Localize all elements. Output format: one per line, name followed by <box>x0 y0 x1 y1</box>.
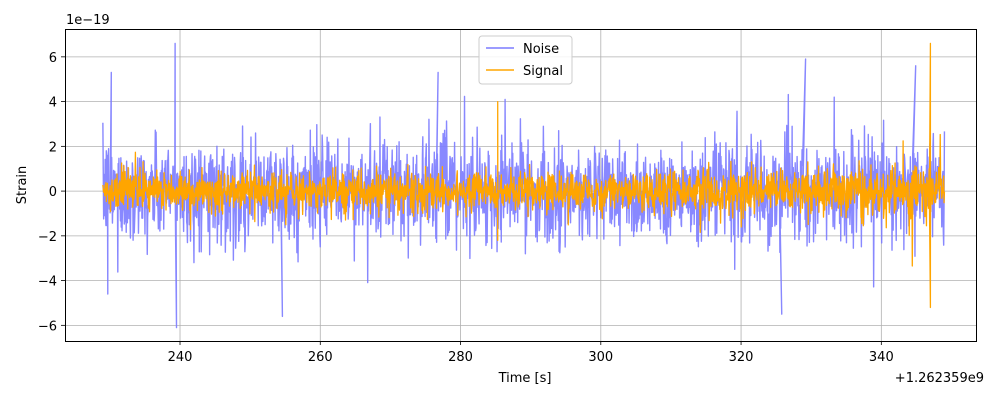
y-axis-label: Strain <box>15 166 30 205</box>
legend-label-noise: Noise <box>523 42 559 57</box>
x-tick-label: 240 <box>168 350 193 365</box>
y-tick-label: 2 <box>49 140 57 155</box>
series-layer <box>102 42 946 329</box>
series-line-noise <box>102 42 946 329</box>
x-tick-label: 280 <box>448 350 473 365</box>
y-tick-label: 4 <box>49 96 57 111</box>
y-tick-label: 6 <box>49 51 57 66</box>
x-axis-label: Time [s] <box>498 371 552 386</box>
x-tick-label: 340 <box>869 350 894 365</box>
x-tick-label: 320 <box>729 350 754 365</box>
x-offset-label: +1.262359e9 <box>895 371 984 386</box>
y-tick-label: 0 <box>49 185 57 200</box>
x-tick-label: 300 <box>588 350 613 365</box>
x-tick-label: 260 <box>308 350 333 365</box>
legend-label-signal: Signal <box>523 64 563 79</box>
y-scale-label: 1e−19 <box>66 13 110 28</box>
y-tick-label: −2 <box>38 230 57 245</box>
legend: Noise Signal <box>478 35 573 85</box>
axis-ticks: 240 260 280 300 320 340 −6 −4 −2 0 2 4 6 <box>38 51 894 365</box>
y-tick-label: −6 <box>38 319 57 334</box>
y-tick-label: −4 <box>38 275 57 290</box>
series-line-signal <box>102 42 946 309</box>
plot-frame <box>65 29 977 342</box>
